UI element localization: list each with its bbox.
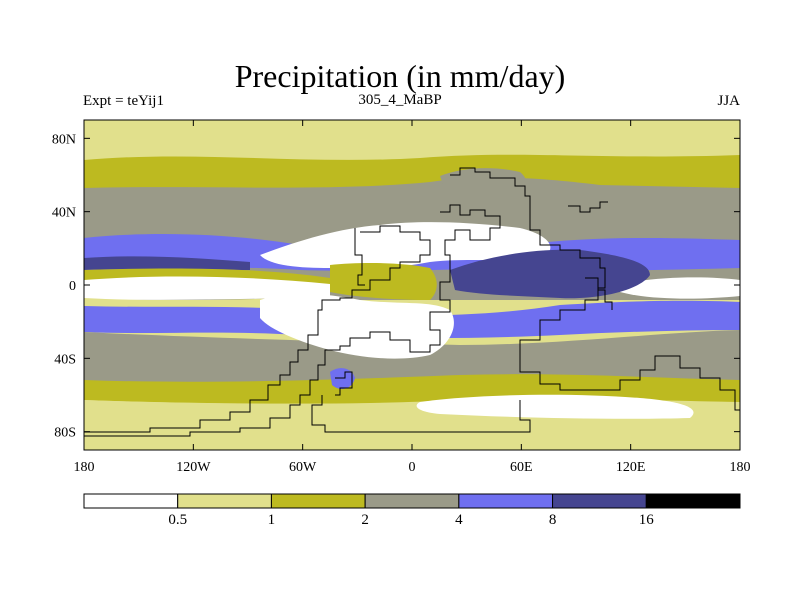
colorbar-swatch bbox=[645, 493, 741, 509]
colorbar-swatch bbox=[552, 493, 647, 509]
region-equatorial-dry-west bbox=[84, 274, 330, 300]
map-field bbox=[84, 120, 740, 450]
colorbar-label: 2 bbox=[361, 512, 369, 528]
x-tick-label: 180 bbox=[74, 460, 95, 475]
region-equatorial-edge-north bbox=[84, 268, 330, 284]
y-tick-label: 40N bbox=[52, 206, 76, 221]
colorbar: 0.5 1 2 4 8 16 bbox=[83, 493, 741, 528]
y-tick-label: 40S bbox=[54, 352, 76, 367]
x-axis: 180 120W 60W 0 60E 120E 180 bbox=[74, 120, 751, 475]
colorbar-label: 4 bbox=[455, 512, 463, 528]
x-tick-label: 120E bbox=[616, 460, 646, 475]
region-south-wet-pocket bbox=[330, 368, 355, 390]
colorbar-swatch bbox=[364, 493, 460, 509]
colorbar-swatch bbox=[458, 493, 554, 509]
map-title: Precipitation (in mm/day) bbox=[234, 58, 566, 94]
colorbar-swatch bbox=[270, 493, 366, 509]
x-tick-label: 120W bbox=[176, 460, 211, 475]
coastlines bbox=[84, 167, 740, 437]
y-tick-label: 80N bbox=[52, 132, 76, 147]
colorbar-swatch bbox=[83, 493, 179, 509]
y-tick-label: 80S bbox=[54, 426, 76, 441]
region-pacific-very-wet bbox=[84, 256, 250, 270]
band-north-midlat bbox=[84, 154, 740, 190]
region-north-landmass bbox=[440, 168, 528, 209]
colorbar-label: 8 bbox=[549, 512, 557, 528]
x-tick-label: 60E bbox=[510, 460, 533, 475]
region-equatorial-dry-east bbox=[620, 277, 740, 299]
y-tick-label: 0 bbox=[69, 279, 76, 294]
region-dry-polar-south bbox=[416, 394, 694, 419]
region-dry-north-continent bbox=[260, 222, 551, 269]
x-tick-label: 180 bbox=[730, 460, 751, 475]
y-axis: 80N 40N 0 40S 80S bbox=[52, 132, 740, 441]
x-tick-label: 60W bbox=[289, 460, 317, 475]
colorbar-swatch bbox=[177, 493, 272, 509]
run-label: 305_4_MaBP bbox=[358, 92, 442, 108]
colorbar-label: 16 bbox=[639, 512, 655, 528]
x-tick-label: 0 bbox=[409, 460, 416, 475]
region-continent-center bbox=[330, 263, 437, 300]
experiment-label: Expt = teYij1 bbox=[83, 93, 164, 109]
colorbar-label: 0.5 bbox=[168, 512, 187, 528]
season-label: JJA bbox=[717, 93, 740, 109]
colorbar-label: 1 bbox=[268, 512, 276, 528]
